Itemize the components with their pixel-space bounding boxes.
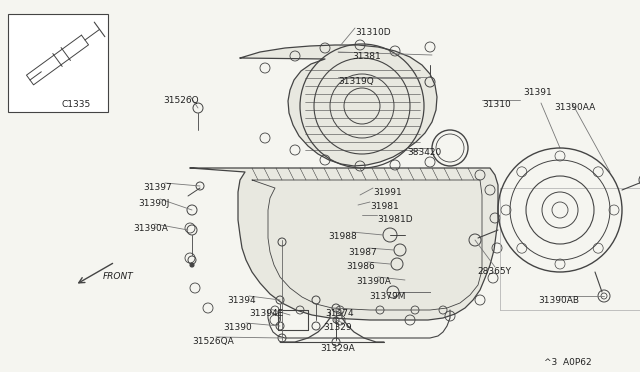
Text: 31987: 31987 [348, 248, 377, 257]
FancyBboxPatch shape [8, 14, 108, 112]
Text: 31390J: 31390J [138, 199, 170, 208]
Text: 31310D: 31310D [355, 28, 390, 37]
Text: 31526QA: 31526QA [192, 337, 234, 346]
Text: 31390: 31390 [223, 323, 252, 332]
Text: 31986: 31986 [346, 262, 375, 271]
Text: 31391: 31391 [523, 88, 552, 97]
Text: 31390AA: 31390AA [554, 103, 595, 112]
Polygon shape [190, 168, 498, 320]
Text: 31390AB: 31390AB [538, 296, 579, 305]
Text: 31310: 31310 [482, 100, 511, 109]
Text: 31981D: 31981D [377, 215, 413, 224]
Text: 31988: 31988 [328, 232, 356, 241]
Text: 31374: 31374 [325, 309, 354, 318]
Text: 31329: 31329 [323, 323, 351, 332]
Text: 31394: 31394 [227, 296, 255, 305]
Text: 31981: 31981 [370, 202, 399, 211]
Text: 383420: 383420 [407, 148, 441, 157]
Text: ^3  A0P62: ^3 A0P62 [544, 358, 591, 367]
Text: 31390A: 31390A [356, 277, 391, 286]
Text: 31394E: 31394E [249, 309, 284, 318]
Polygon shape [240, 45, 437, 166]
Text: 31390A: 31390A [133, 224, 168, 233]
Text: 31329A: 31329A [320, 344, 355, 353]
Text: 31526Q: 31526Q [163, 96, 198, 105]
Text: 28365Y: 28365Y [477, 267, 511, 276]
Circle shape [190, 263, 194, 267]
Text: C1335: C1335 [62, 100, 92, 109]
Text: 31319Q: 31319Q [338, 77, 374, 86]
Text: 31381: 31381 [352, 52, 381, 61]
Text: 31379M: 31379M [369, 292, 406, 301]
Text: 31991: 31991 [373, 188, 402, 197]
Text: FRONT: FRONT [103, 272, 134, 281]
Text: 31397: 31397 [143, 183, 172, 192]
